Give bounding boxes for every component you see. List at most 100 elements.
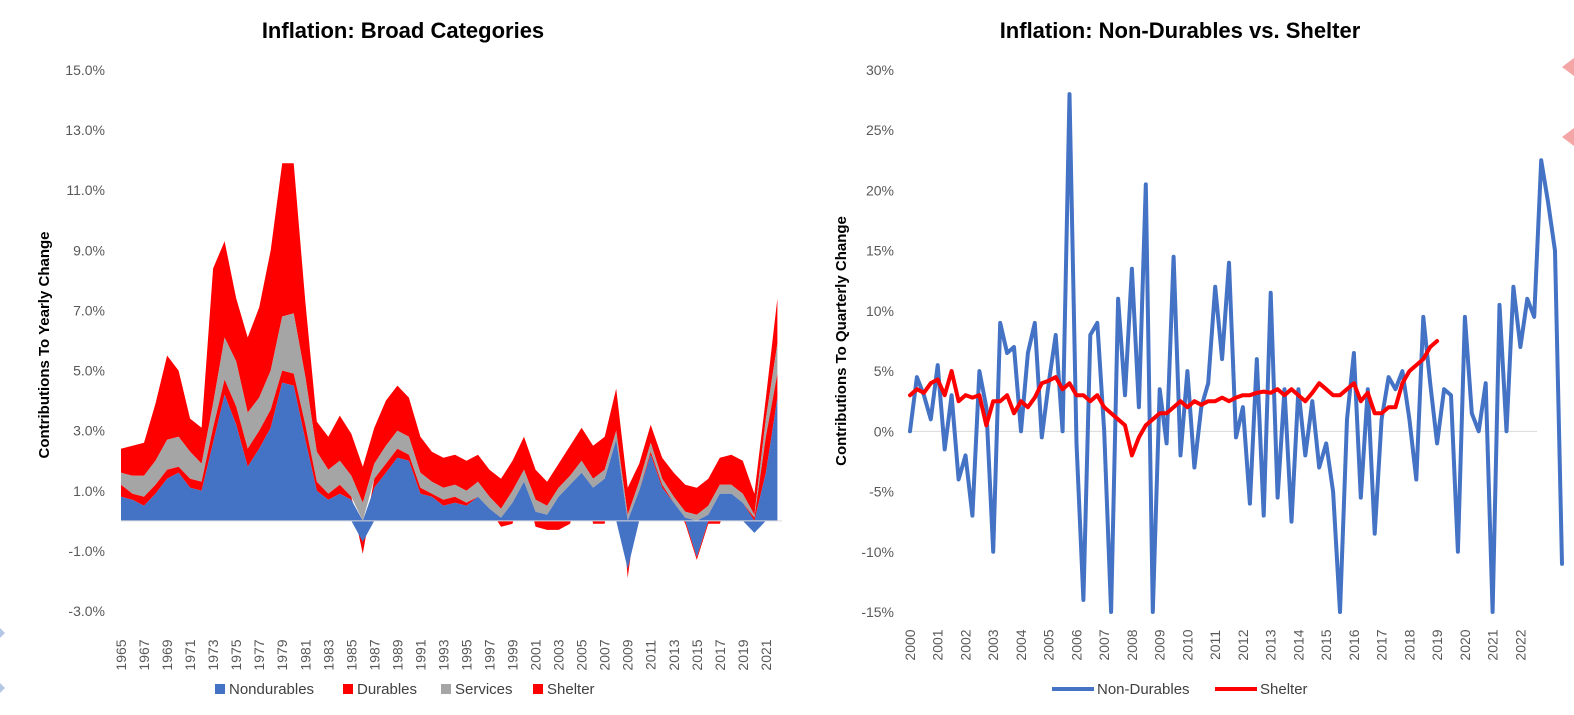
x-tick-label: 1989 bbox=[389, 639, 405, 670]
x-tick-label: 2003 bbox=[985, 629, 1001, 660]
y-tick-label: 5.0% bbox=[73, 363, 105, 379]
y-tick-label: 0% bbox=[874, 423, 894, 439]
y-tick-label: 13.0% bbox=[65, 122, 105, 138]
x-tick-label: 1965 bbox=[113, 639, 129, 670]
chart-left-title: Inflation: Broad Categories bbox=[262, 18, 544, 43]
legend-swatch bbox=[343, 684, 353, 694]
y-tick-label: 9.0% bbox=[73, 242, 105, 258]
edge-diamond-icon bbox=[1562, 128, 1574, 146]
x-tick-label: 1981 bbox=[297, 639, 313, 670]
y-tick-label: 7.0% bbox=[73, 302, 105, 318]
y-tick-label: -15% bbox=[861, 604, 894, 620]
x-tick-label: 2007 bbox=[1096, 629, 1112, 660]
x-tick-label: 2016 bbox=[1346, 629, 1362, 660]
chart-right-plot bbox=[908, 92, 1564, 614]
area-series-nondurables bbox=[121, 382, 778, 569]
x-tick-label: 2022 bbox=[1512, 629, 1528, 660]
x-tick-label: 2007 bbox=[597, 639, 613, 670]
edge-diamond-icon bbox=[0, 683, 5, 693]
x-tick-label: 2011 bbox=[1207, 630, 1223, 660]
x-tick-label: 2013 bbox=[666, 639, 682, 670]
legend-swatch bbox=[441, 684, 451, 694]
x-tick-label: 1995 bbox=[458, 639, 474, 670]
legend-label: Services bbox=[455, 681, 513, 698]
x-tick-label: 1983 bbox=[320, 639, 336, 670]
x-tick-label: 2019 bbox=[1429, 629, 1445, 660]
edge-diamond-icon bbox=[1562, 58, 1574, 76]
x-tick-label: 2005 bbox=[1041, 629, 1057, 660]
legend-label: Nondurables bbox=[229, 681, 314, 698]
chart-right-title: Inflation: Non-Durables vs. Shelter bbox=[1000, 18, 1361, 43]
y-tick-label: 10% bbox=[866, 303, 894, 319]
x-tick-label: 1967 bbox=[136, 639, 152, 670]
x-tick-label: 2003 bbox=[551, 639, 567, 670]
y-tick-label: 20% bbox=[866, 182, 894, 198]
legend-label: Non-Durables bbox=[1097, 681, 1190, 698]
x-tick-label: 2017 bbox=[1374, 629, 1390, 660]
x-tick-label: 2000 bbox=[902, 629, 918, 660]
x-tick-label: 1975 bbox=[228, 639, 244, 670]
x-tick-label: 2008 bbox=[1124, 629, 1140, 660]
y-tick-label: -3.0% bbox=[68, 603, 105, 619]
x-tick-label: 2020 bbox=[1457, 629, 1473, 660]
x-tick-label: 2011 bbox=[643, 640, 659, 670]
area-series-shelter bbox=[121, 163, 778, 515]
line-series-non-durables bbox=[908, 92, 1564, 614]
y-tick-label: -10% bbox=[861, 544, 894, 560]
chart-left-y-ticks: 15.0% 13.0% 11.0% 9.0% 7.0% 5.0% 3.0% 1.0% -1.0%… bbox=[65, 62, 105, 619]
x-tick-label: 2002 bbox=[957, 629, 973, 660]
x-tick-label: 1997 bbox=[482, 639, 498, 670]
x-tick-label: 1977 bbox=[251, 639, 267, 670]
x-tick-label: 2004 bbox=[1013, 629, 1029, 660]
x-tick-label: 2015 bbox=[1318, 629, 1334, 660]
legend-label: Shelter bbox=[1260, 681, 1308, 698]
y-tick-label: 5% bbox=[874, 363, 894, 379]
x-tick-label: 2010 bbox=[1179, 629, 1195, 660]
chart-left-plot bbox=[121, 163, 782, 578]
x-tick-label: 2006 bbox=[1068, 629, 1084, 660]
chart-right-legend: Non-Durables Shelter bbox=[1052, 681, 1308, 698]
x-tick-label: 2019 bbox=[735, 639, 751, 670]
x-tick-label: 2001 bbox=[930, 629, 946, 660]
x-tick-label: 2015 bbox=[689, 639, 705, 670]
chart-left-ylabel: Contributions To Yearly Change bbox=[36, 232, 53, 459]
y-tick-label: 1.0% bbox=[73, 483, 105, 499]
x-tick-label: 2018 bbox=[1401, 629, 1417, 660]
x-tick-label: 1991 bbox=[412, 639, 428, 670]
y-tick-label: -5% bbox=[869, 484, 894, 500]
edge-diamond-icon bbox=[0, 628, 5, 638]
chart-left-legend: Nondurables Durables Services Shelter bbox=[215, 681, 595, 698]
x-tick-label: 2005 bbox=[574, 639, 590, 670]
line-series-shelter bbox=[908, 339, 1440, 458]
chart-right-y-ticks: 30% 25% 20% 15% 10% 5% 0% -5% -10% -15% bbox=[861, 62, 894, 620]
y-tick-label: 15.0% bbox=[65, 62, 105, 78]
x-tick-label: 1999 bbox=[505, 639, 521, 670]
x-tick-label: 1987 bbox=[366, 639, 382, 670]
x-tick-label: 2001 bbox=[528, 639, 544, 670]
x-tick-label: 2014 bbox=[1290, 629, 1306, 660]
chart-left: Inflation: Broad Categories Contribution… bbox=[36, 18, 782, 698]
x-tick-label: 1973 bbox=[205, 639, 221, 670]
legend-swatch bbox=[215, 684, 225, 694]
chart-right-x-ticks: 2000 2001 2002 2003 2004 2005 2006 2007 2008 2009… bbox=[902, 629, 1528, 660]
x-tick-label: 2009 bbox=[1152, 629, 1168, 660]
x-tick-label: 1993 bbox=[435, 639, 451, 670]
y-tick-label: -1.0% bbox=[68, 543, 105, 559]
y-tick-label: 30% bbox=[866, 62, 894, 78]
legend-label: Durables bbox=[357, 681, 417, 698]
x-tick-label: 2009 bbox=[620, 639, 636, 670]
x-tick-label: 1971 bbox=[182, 639, 198, 670]
x-tick-label: 1985 bbox=[343, 639, 359, 670]
y-tick-label: 11.0% bbox=[66, 182, 105, 198]
x-tick-label: 2012 bbox=[1235, 629, 1251, 660]
x-tick-label: 1969 bbox=[159, 639, 175, 670]
x-tick-label: 2017 bbox=[712, 639, 728, 670]
legend-label: Shelter bbox=[547, 681, 595, 698]
x-tick-label: 2021 bbox=[758, 639, 774, 670]
area-series-services bbox=[121, 313, 778, 521]
x-tick-label: 1979 bbox=[274, 639, 290, 670]
chart-right: Inflation: Non-Durables vs. Shelter Cont… bbox=[833, 18, 1564, 698]
x-tick-label: 2013 bbox=[1263, 629, 1279, 660]
y-tick-label: 15% bbox=[866, 243, 894, 259]
